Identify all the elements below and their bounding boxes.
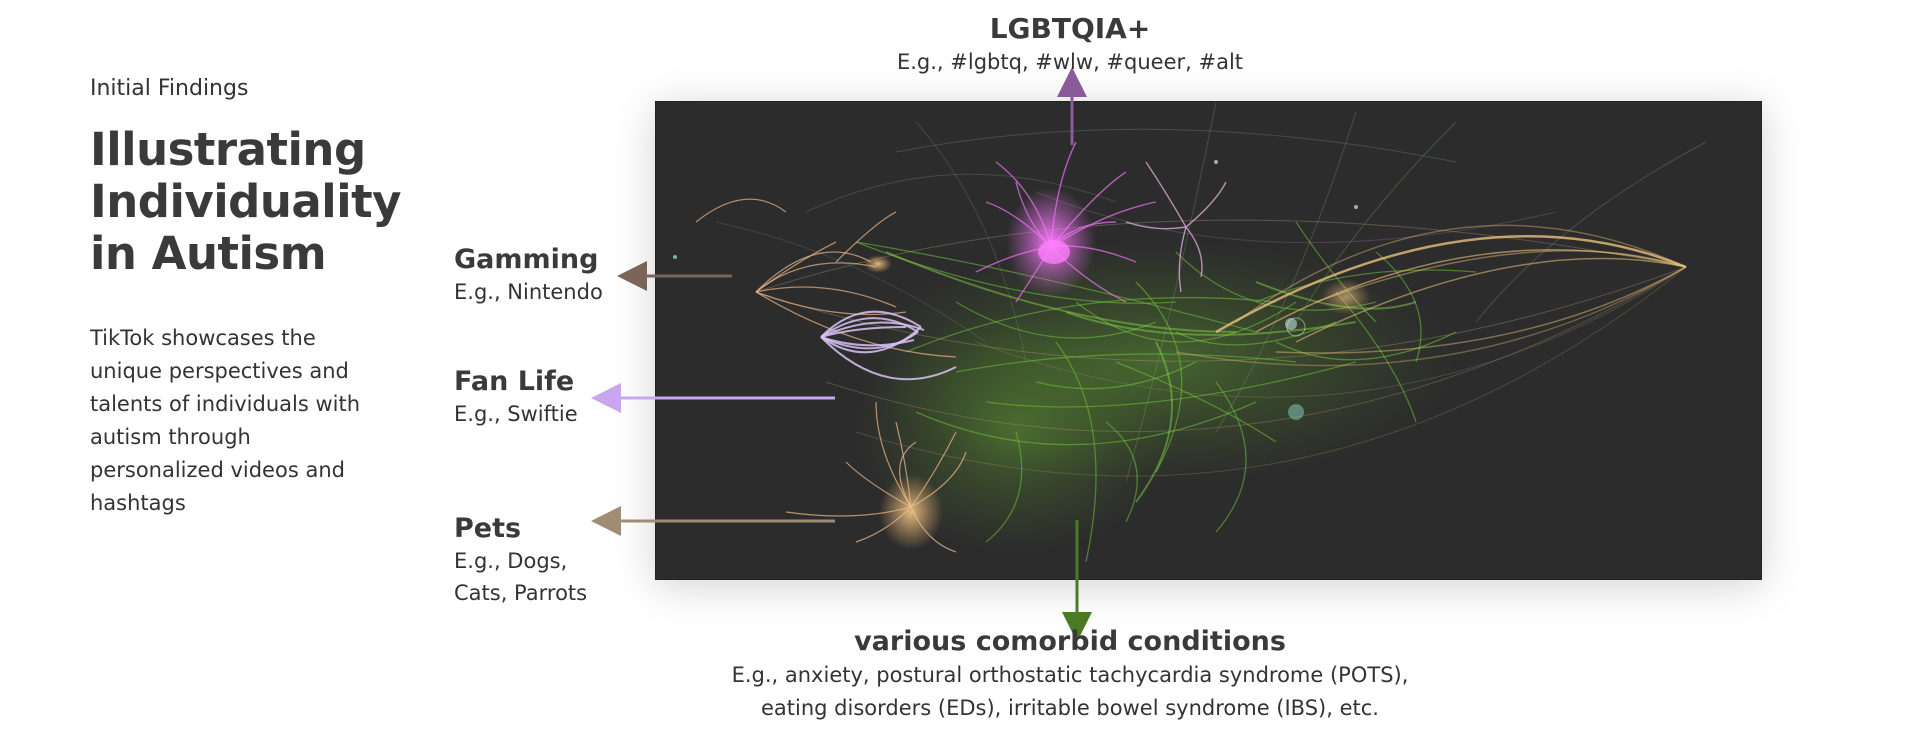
label-lgbtqia: LGBTQIA+ E.g., #lgbtq, #wlw, #queer, #al… <box>760 12 1380 78</box>
label-comorbid-examples: E.g., anxiety, postural orthostatic tach… <box>731 663 1409 687</box>
description-line: hashtags <box>90 491 186 515</box>
label-fan-life: Fan Life E.g., Swiftie <box>454 366 578 430</box>
description-line: autism through <box>90 425 251 449</box>
label-comorbid-title: various comorbid conditions <box>854 626 1286 657</box>
fanlife-edges <box>820 310 957 381</box>
network-svg <box>673 101 1707 563</box>
label-gaming: Gamming E.g., Nintendo <box>454 244 603 308</box>
label-pets: Pets E.g., Dogs, Cats, Parrots <box>454 513 587 609</box>
label-pets-examples: Cats, Parrots <box>454 581 588 605</box>
gold-node-cluster <box>1321 279 1371 315</box>
green-edges <box>855 221 1477 563</box>
description-line: talents of individuals with <box>90 392 361 416</box>
label-gaming-title: Gamming <box>454 244 599 275</box>
label-fan-life-title: Fan Life <box>454 366 575 397</box>
page-title: Illustrating Individuality in Autism <box>90 124 420 280</box>
label-gaming-examples: E.g., Nintendo <box>454 280 603 304</box>
node <box>1288 404 1304 420</box>
title-line: in Autism <box>90 227 327 280</box>
label-comorbid: various comorbid conditions E.g., anxiet… <box>620 625 1520 725</box>
hashtag-network-graph <box>655 101 1762 580</box>
description-line: personalized videos and <box>90 458 345 482</box>
gaming-node-cluster <box>864 255 892 273</box>
title-line: Illustrating <box>90 123 366 176</box>
node <box>1214 160 1218 164</box>
gold-arcs <box>1175 224 1687 367</box>
node <box>1285 318 1297 330</box>
node <box>1354 205 1358 209</box>
gaming-edges <box>695 198 957 358</box>
section-kicker: Initial Findings <box>90 76 249 101</box>
label-lgbtqia-examples: E.g., #lgbtq, #wlw, #queer, #alt <box>896 50 1244 74</box>
label-fan-life-examples: E.g., Swiftie <box>454 402 578 426</box>
label-pets-title: Pets <box>454 513 522 544</box>
description: TikTok showcases the unique perspectives… <box>90 322 390 520</box>
node <box>1286 317 1306 337</box>
description-line: unique perspectives and <box>90 359 349 383</box>
lgbtqia-hub-node <box>1038 240 1070 264</box>
description-line: TikTok showcases the <box>90 326 316 350</box>
label-comorbid-examples: eating disorders (EDs), irritable bowel … <box>761 696 1379 720</box>
title-line: Individuality <box>90 175 401 228</box>
lightpink-edges <box>1125 161 1227 293</box>
label-lgbtqia-title: LGBTQIA+ <box>989 12 1151 45</box>
pets-node-cluster <box>879 474 943 550</box>
node <box>673 255 677 259</box>
label-pets-examples: E.g., Dogs, <box>454 549 568 573</box>
